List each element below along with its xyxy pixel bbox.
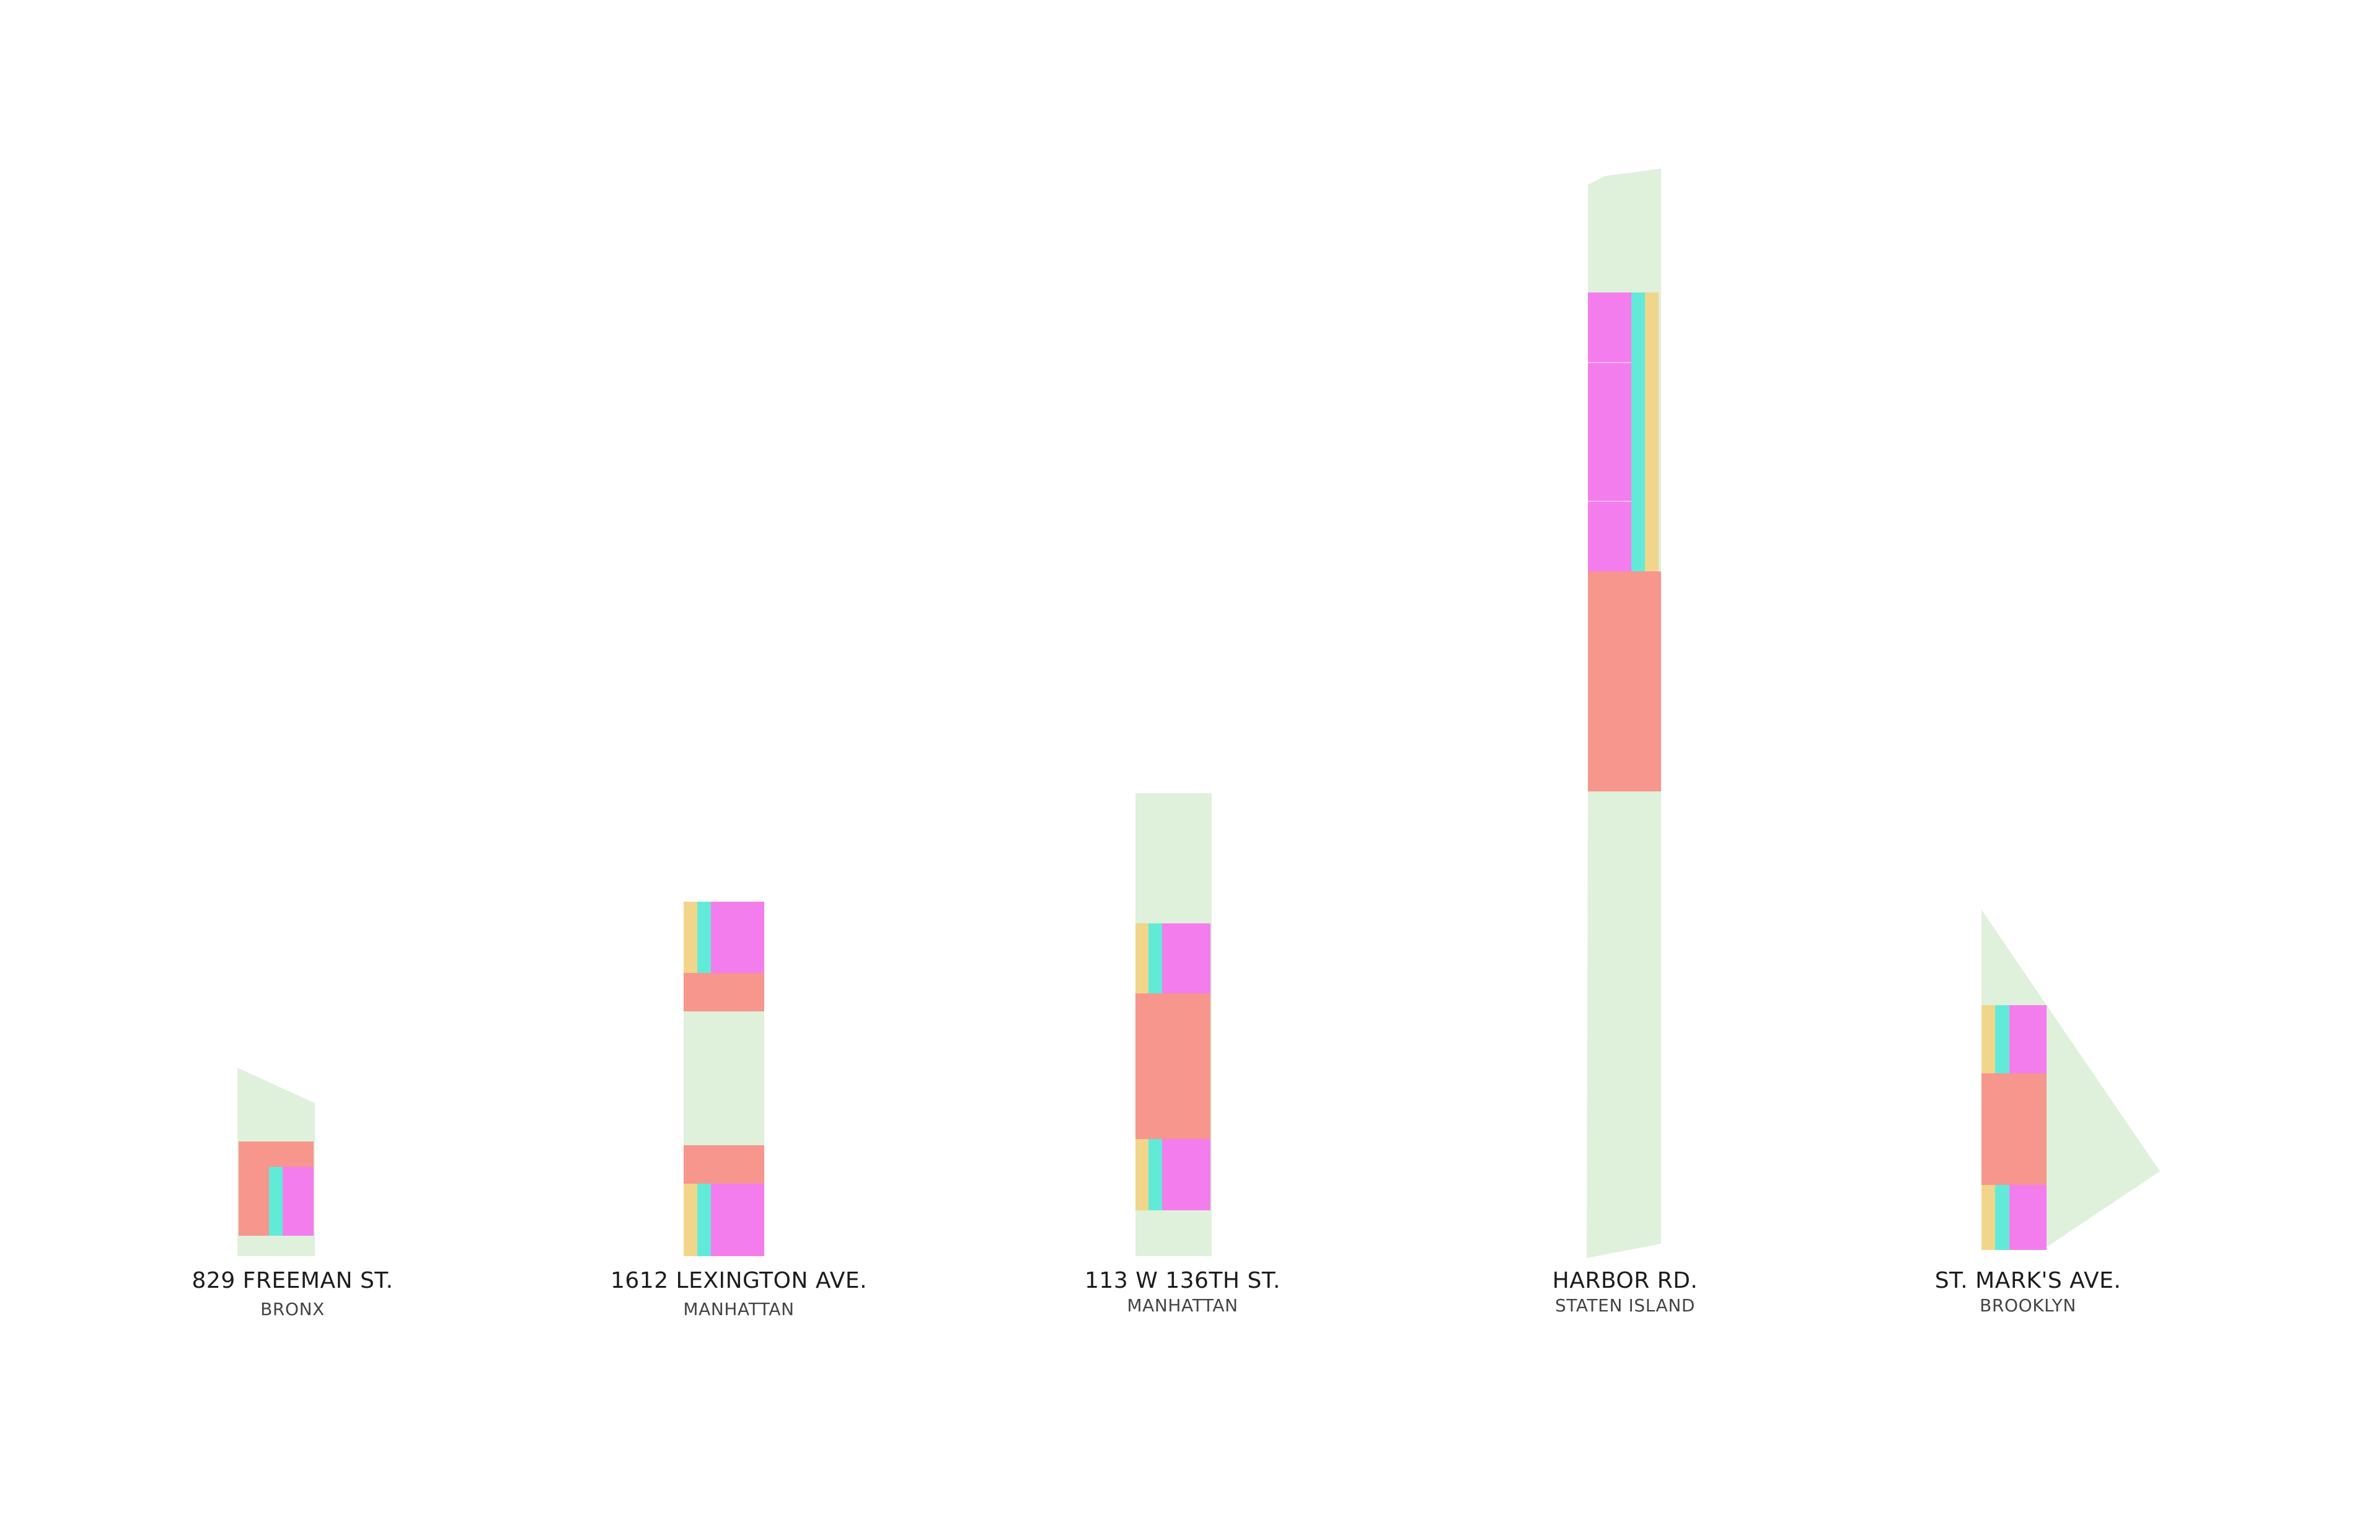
yellow-strip: [1135, 923, 1148, 993]
yellow-strip: [1981, 1185, 1995, 1250]
building-label-136th: 113 W 136TH ST. MANHATTAN: [904, 1267, 1461, 1317]
yellow-strip: [1645, 293, 1659, 571]
building-borough: MANHATTAN: [683, 1299, 795, 1319]
magenta-unit: [283, 1167, 314, 1236]
building-label-harbor: HARBOR RD. STATEN ISLAND: [1346, 1267, 1904, 1317]
magenta-unit: [1162, 1139, 1210, 1210]
salmon-block: [1588, 571, 1661, 791]
cyan-strip: [1148, 1139, 1162, 1210]
building-section-harbor: [1587, 169, 1661, 1258]
magenta-unit: [1162, 923, 1210, 993]
building-section-136th: [1135, 793, 1212, 1256]
salmon-band: [684, 973, 764, 1011]
yellow-strip: [1135, 1139, 1148, 1210]
salmon-band: [684, 1145, 764, 1184]
floor-divider: [1588, 501, 1631, 502]
building-section-lexington: [684, 902, 764, 1256]
building-address: ST. MARK'S AVE.: [1934, 1268, 2122, 1293]
building-address: 829 FREEMAN ST.: [192, 1268, 394, 1293]
salmon-block: [1135, 993, 1210, 1139]
cyan-strip: [1148, 923, 1162, 993]
cyan-strip: [1995, 1185, 2009, 1250]
magenta-unit: [711, 1184, 764, 1256]
magenta-unit: [2009, 1005, 2047, 1073]
yellow-strip: [1981, 1005, 1995, 1073]
cyan-strip: [697, 902, 711, 973]
cyan-strip: [269, 1167, 283, 1236]
building-label-lexington: 1612 LEXINGTON AVE. MANHATTAN: [460, 1267, 1018, 1321]
building-section-freeman: [237, 1068, 315, 1256]
floor-divider: [1588, 362, 1631, 363]
building-borough: BRONX: [260, 1299, 325, 1319]
building-borough: BROOKLYN: [1980, 1295, 2076, 1316]
building-borough: MANHATTAN: [1127, 1295, 1238, 1316]
building-label-freeman: 829 FREEMAN ST. BRONX: [14, 1267, 571, 1321]
yellow-strip: [684, 902, 697, 973]
magenta-unit: [2009, 1185, 2047, 1250]
building-address: 113 W 136TH ST.: [1085, 1268, 1280, 1293]
building-borough: STATEN ISLAND: [1554, 1295, 1696, 1316]
magenta-unit: [1588, 293, 1631, 571]
yellow-strip: [684, 1184, 697, 1256]
cyan-strip: [697, 1184, 711, 1256]
building-label-st-marks: ST. MARK'S AVE. BROOKLYN: [1749, 1267, 2307, 1317]
cyan-strip: [1631, 293, 1645, 571]
salmon-block: [1981, 1073, 2047, 1185]
building-address: 1612 LEXINGTON AVE.: [610, 1268, 868, 1293]
building-section-st-marks: [1981, 910, 2160, 1250]
magenta-unit: [711, 902, 764, 973]
cyan-strip: [1995, 1005, 2009, 1073]
building-address: HARBOR RD.: [1552, 1268, 1698, 1293]
